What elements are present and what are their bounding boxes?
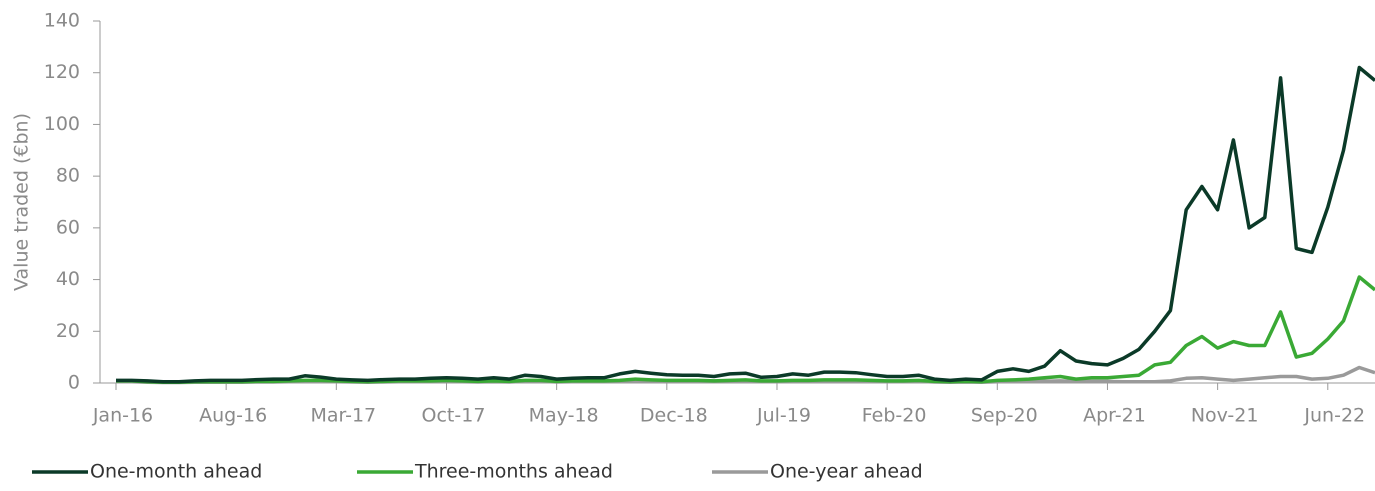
legend-label: Three-months ahead (414, 461, 613, 483)
y-tick-label: 100 (44, 113, 80, 135)
y-axis-label: Value traded (€bn) (11, 113, 33, 291)
y-tick-label: 140 (44, 10, 80, 32)
x-tick-label: Jan-16 (92, 405, 153, 427)
series-line (116, 275, 1375, 384)
legend-label: One-year ahead (770, 461, 923, 483)
x-tick-label: May-18 (529, 405, 599, 427)
x-tick-label: Dec-18 (640, 405, 708, 427)
y-tick-label: 20 (56, 320, 80, 342)
x-tick-label: Jul-19 (756, 405, 811, 427)
y-tick-label: 80 (56, 165, 80, 187)
x-tick-label: Nov-21 (1191, 405, 1259, 427)
y-tick-label: 120 (44, 61, 80, 83)
x-tick-label: Oct-17 (422, 405, 486, 427)
x-tick-label: Apr-21 (1083, 405, 1146, 427)
x-tick-label: Aug-16 (199, 405, 267, 427)
x-tick-label: Feb-20 (862, 405, 927, 427)
y-tick-label: 0 (68, 372, 80, 394)
legend-label: One-month ahead (90, 461, 262, 483)
x-tick-label: Sep-20 (971, 405, 1038, 427)
y-tick-label: 40 (56, 268, 80, 290)
y-tick-label: 60 (56, 216, 80, 238)
x-tick-label: Mar-17 (310, 405, 376, 427)
x-tick-label: Jun-22 (1303, 405, 1365, 427)
series-line (116, 65, 1375, 384)
